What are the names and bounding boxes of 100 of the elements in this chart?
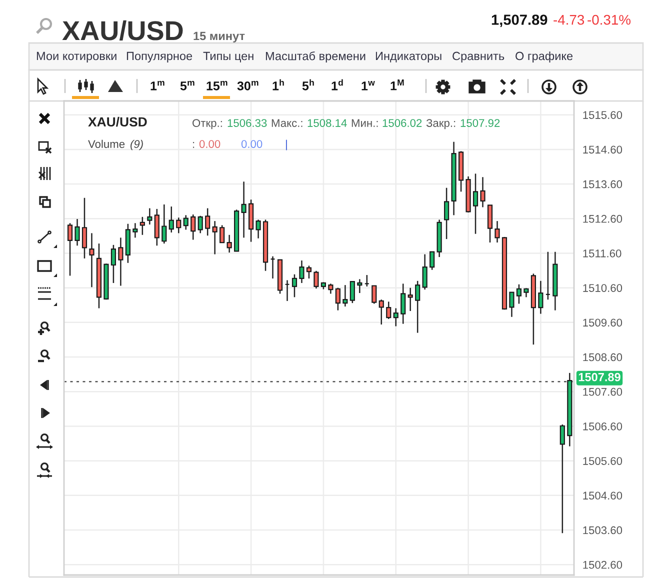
candlestick	[487, 204, 493, 244]
text: -4.73	[554, 14, 584, 25]
annotation: |	[286, 140, 287, 150]
candlestick	[132, 222, 138, 238]
text: Мои котировки	[36, 52, 116, 62]
candlestick	[386, 301, 392, 320]
text: 30$^{m}$	[237, 80, 258, 90]
y-tick-label: 1504.60	[583, 492, 622, 500]
text: -0.31%	[588, 14, 631, 25]
text: Типы цен	[203, 52, 254, 62]
candlestick	[372, 285, 377, 304]
text: 1$^{d}$	[332, 79, 343, 90]
candlestick	[560, 424, 565, 534]
y-tick-label: 1512.60	[583, 214, 622, 223]
text: О графике	[516, 52, 573, 62]
candlestick	[118, 237, 124, 286]
candlestick	[342, 284, 348, 308]
candlestick	[415, 280, 420, 334]
text: Популярное	[126, 52, 192, 62]
candlestick	[110, 244, 116, 284]
candlestick	[408, 287, 413, 312]
candlestick	[480, 176, 486, 208]
annotation: 1508.14	[308, 119, 347, 127]
annotation: 1506.02	[382, 119, 422, 127]
annotation: Макс.:	[272, 119, 302, 127]
candlestick	[292, 274, 298, 298]
candlestick	[154, 208, 160, 246]
annotation: 1507.92	[460, 119, 500, 127]
candlestick	[168, 206, 174, 234]
text: 1$^{h}$	[272, 79, 284, 90]
candlestick	[205, 208, 210, 236]
y-tick-label: 1502.60	[583, 560, 622, 569]
candlestick	[472, 173, 478, 234]
ref-line-label: 1507.89	[578, 372, 620, 382]
candlestick	[74, 218, 80, 246]
candlestick	[494, 220, 500, 244]
candlestick	[226, 234, 232, 254]
annotation: :	[193, 142, 194, 148]
candlestick	[220, 224, 225, 244]
text: 1,507.89	[492, 14, 548, 28]
y-tick-label: 1514.60	[583, 146, 622, 154]
candlestick	[198, 215, 203, 234]
text: Сравнить	[452, 52, 504, 62]
candlestick	[400, 283, 406, 324]
candlestick	[378, 298, 384, 326]
text: 5$^{h}$	[302, 79, 314, 90]
candlestick	[212, 220, 218, 255]
y-tick-label: 1509.60	[583, 318, 622, 327]
candlestick	[67, 222, 73, 276]
annotation: Откр.:	[192, 119, 222, 130]
candlestick	[509, 292, 514, 318]
text: 1$^{w}$	[362, 80, 375, 90]
chart-title: XAU/USD	[62, 20, 183, 41]
candlestick	[89, 232, 94, 288]
annotation: Volume	[88, 140, 125, 148]
annotation: 0.00	[199, 140, 220, 148]
candlestick	[82, 197, 88, 260]
candlestick	[538, 280, 544, 314]
chart-subtitle: 15 минут	[194, 32, 245, 42]
candlestick	[190, 214, 196, 240]
candlestick	[176, 216, 182, 234]
y-tick-label: 1515.60	[583, 111, 622, 119]
candlestick	[430, 251, 435, 270]
y-tick-label: 1511.60	[583, 250, 622, 258]
y-tick-label: 1507.60	[583, 388, 622, 396]
candlestick	[350, 280, 355, 304]
y-tick-label: 1503.60	[583, 526, 622, 534]
text: 1$^{m}$	[150, 80, 164, 90]
candlestick	[328, 283, 334, 294]
candlestick	[162, 204, 167, 244]
annotation: Мин.:	[352, 119, 378, 127]
text: Индикаторы	[376, 52, 442, 62]
annotation: XAU/USD	[88, 116, 147, 127]
annotation: Закр.:	[426, 119, 456, 130]
candlestick	[241, 180, 246, 238]
candlestick	[357, 278, 362, 294]
y-tick-label: 1508.60	[583, 353, 622, 362]
candlestick	[444, 187, 450, 240]
candlestick	[422, 254, 428, 290]
y-tick-label: 1510.60	[583, 284, 622, 292]
candlestick	[256, 219, 261, 239]
text: 15$^{m}$	[206, 80, 228, 90]
y-tick-label: 1506.60	[583, 422, 622, 430]
candlestick	[299, 260, 304, 284]
text: Масштаб времени	[266, 51, 366, 63]
y-tick-label: 1505.60	[583, 457, 622, 465]
candlestick	[393, 308, 398, 327]
annotation: (9)	[130, 140, 143, 150]
text: 5$^{m}$	[180, 80, 194, 90]
candlestick	[335, 287, 340, 311]
annotation: 1506.33	[228, 119, 267, 127]
candlestick	[516, 284, 522, 304]
candlestick	[306, 265, 312, 280]
annotation: 0.00	[241, 140, 262, 148]
candlestick	[314, 270, 319, 290]
y-tick-label: 1513.60	[583, 180, 622, 188]
candlestick	[140, 216, 145, 236]
candlestick	[183, 214, 188, 230]
candlestick	[147, 208, 152, 226]
text: 1$^{M}$	[390, 79, 404, 90]
